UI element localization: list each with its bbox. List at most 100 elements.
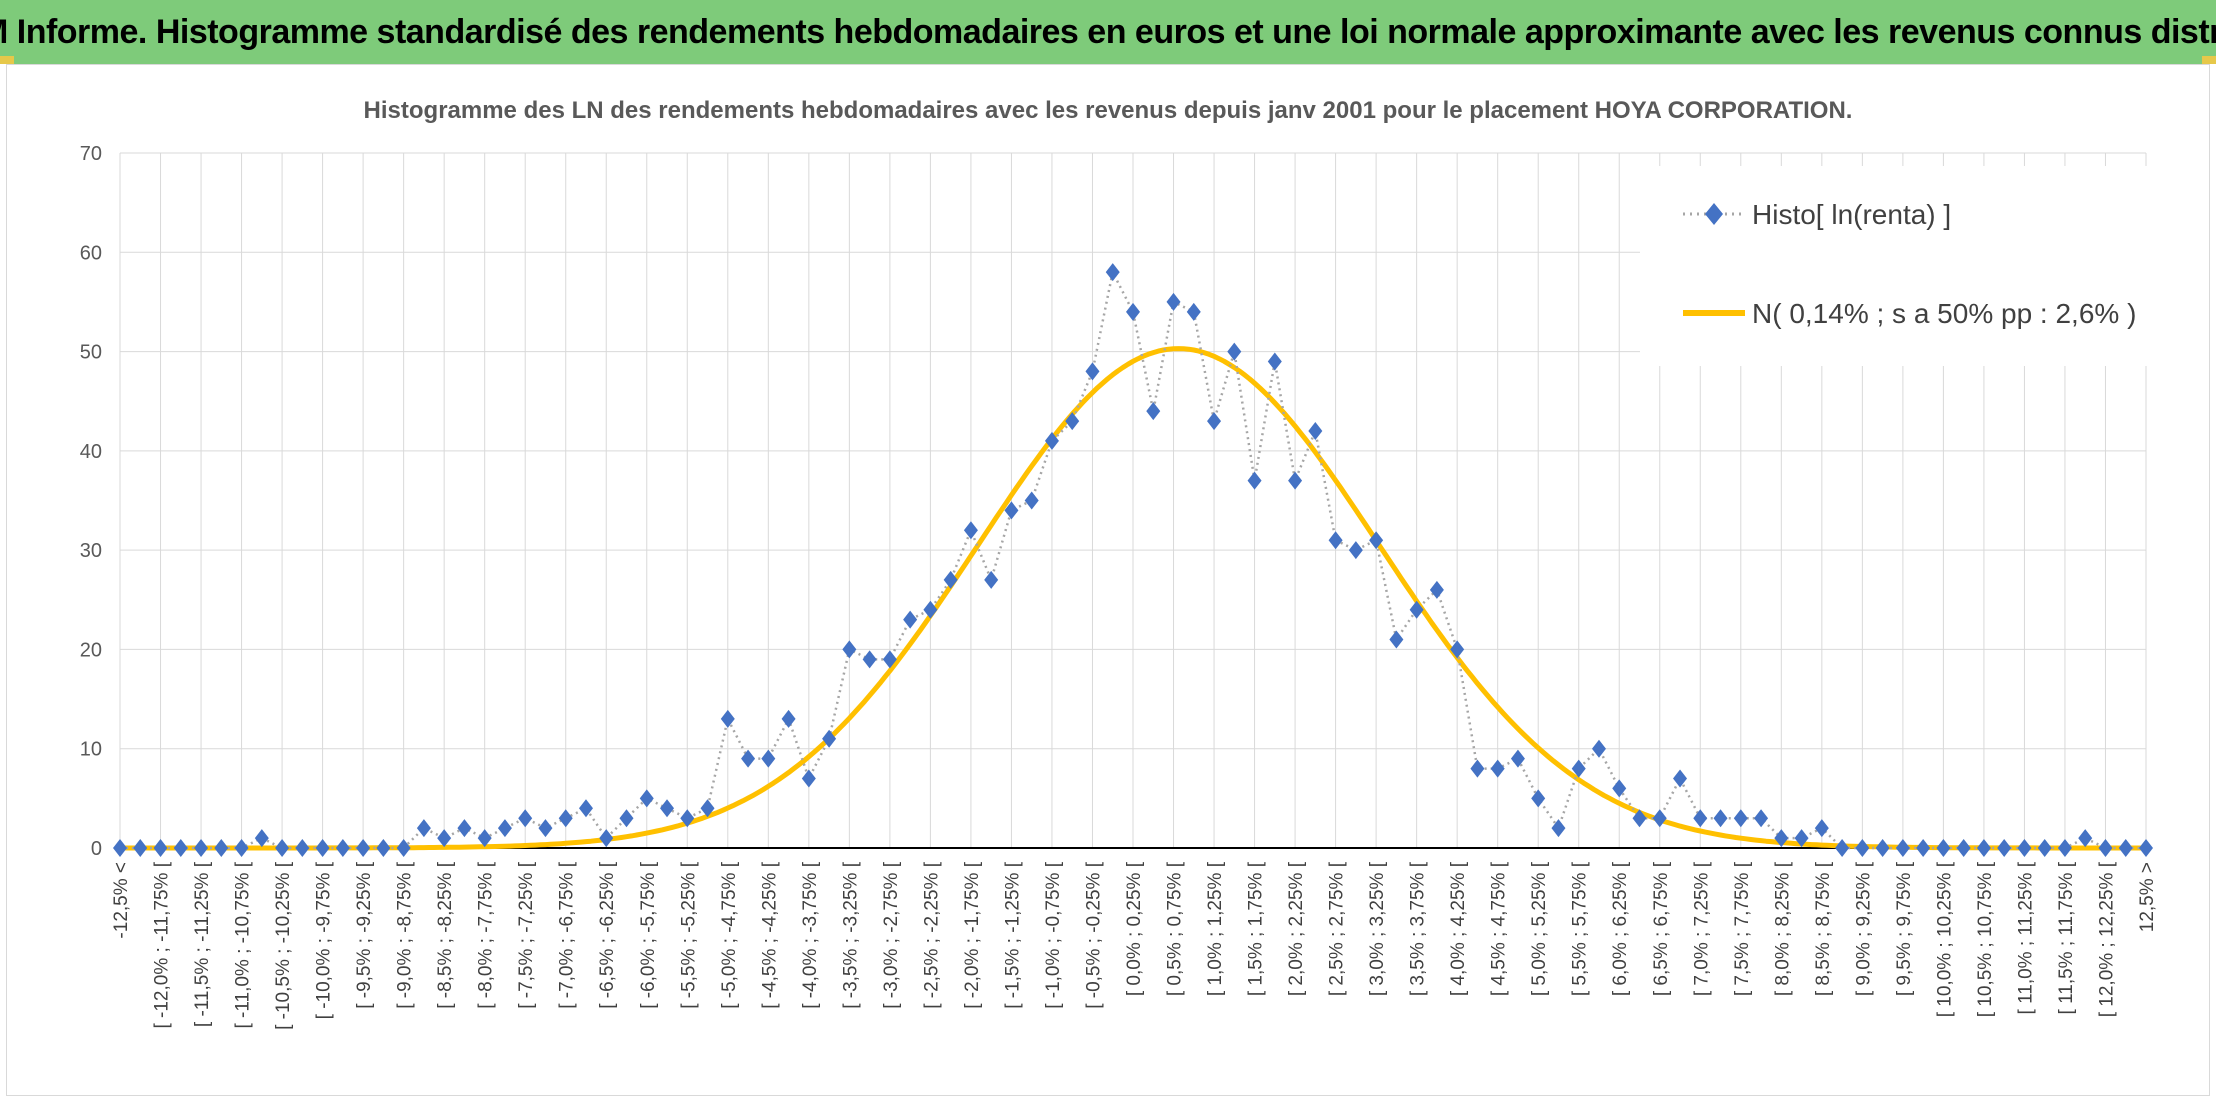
x-tick-label: [ -2,0% ; -1,75% [ [962,861,983,1009]
histogram-point [1956,839,1971,857]
x-tick-label: [ -0,5% ; -0,25% [ [1083,861,1104,1009]
x-tick-label: [ -11,0% ; -10,75% [ [233,861,254,1028]
x-tick-label: [ -2,5% ; -2,25% [ [921,861,942,1009]
x-axis: -12,5% < [ -12,0% ; -11,75% [[ -11,5% ; -… [111,847,2158,1030]
histogram-point [1652,809,1667,828]
x-tick-label: [ 11,0% ; 11,25% [ [2015,861,2036,1014]
histogram-point [1814,819,1829,838]
histogram-point [214,839,229,857]
histogram-point [356,839,371,857]
x-tick-label: [ -5,0% ; -4,75% [ [719,861,740,1009]
histogram-point [1936,839,1951,857]
x-tick-label: [ 3,5% ; 3,75% [ [1408,861,1429,996]
histogram-point [1794,829,1809,848]
x-tick-label: [ 1,5% ; 1,75% [ [1246,861,1267,996]
histogram-point [923,600,938,619]
y-tick-label: 50 [80,342,102,364]
x-tick-label: [ 9,5% ; 9,75% [ [1894,861,1915,996]
x-tick-label: [ -9,5% ; -9,25% [ [354,861,375,1009]
histogram-point [1288,471,1303,490]
histogram-point [558,809,573,828]
histogram-point [153,839,168,857]
x-tick-label: [ -1,5% ; -1,25% [ [1002,861,1023,1009]
y-tick-label: 40 [80,441,102,463]
report-title: ADAM Informe. Histogramme standardisé de… [0,12,2216,51]
histogram-point [842,640,857,659]
legend-box [1640,166,2160,366]
histogram-point [1632,809,1647,828]
histogram-point [2078,829,2093,848]
histogram-point [1612,779,1627,798]
histogram-point [1267,352,1282,371]
histogram-point [882,650,897,669]
x-tick-label: [ -10,5% ; -10,25% [ [273,861,294,1030]
x-tick-label: [ 6,0% ; 6,25% [ [1610,861,1631,996]
x-tick-label: [ 3,0% ; 3,25% [ [1367,861,1388,996]
y-tick-label: 30 [80,540,102,562]
histogram-point [518,809,533,828]
histogram-point [984,570,999,589]
histogram-point [1328,531,1343,550]
x-tick-label: [ 1,0% ; 1,25% [ [1205,861,1226,996]
histogram-point [1470,759,1485,778]
y-tick-label: 0 [91,838,102,860]
histogram-point [2017,839,2032,857]
histogram-point [1875,839,1890,857]
histogram-point [416,819,431,838]
histogram-point [1693,809,1708,828]
histogram-point [1186,302,1201,321]
histogram-point [396,839,411,857]
histogram-point [822,729,837,748]
x-tick-label: [ -4,0% ; -3,75% [ [800,861,821,1009]
x-tick-label: [ 8,5% ; 8,75% [ [1813,861,1834,996]
histogram-point [599,829,614,848]
histogram-point [133,839,148,857]
x-tick-label: [ 10,0% ; 10,25% [ [1934,861,1955,1017]
legend-histo-diamond-icon [1705,203,1723,225]
histogram-point [761,749,776,768]
histogram-point [1085,362,1100,381]
banner-accent-left [0,56,14,64]
x-tick-label: [ 5,5% ; 5,75% [ [1570,861,1591,996]
histogram-point [1733,809,1748,828]
histogram-point [477,829,492,848]
histogram-point [2118,839,2133,857]
histogram-point [1571,759,1586,778]
histogram-point [903,610,918,629]
histogram-point [1146,402,1161,421]
histogram-point [2037,839,2052,857]
histogram-point [457,819,472,838]
histogram-point [1409,600,1424,619]
histogram-point [578,799,593,818]
x-tick-label: [ -6,0% ; -5,75% [ [638,861,659,1009]
histogram-point [1207,412,1222,431]
x-tick-label: -12,5% < [111,862,132,939]
histogram-point [741,749,756,768]
histogram-point [781,709,796,728]
histogram-point [194,839,209,857]
y-tick-label: 20 [80,639,102,661]
histogram-point [2098,839,2113,857]
histogram-point [1227,342,1242,361]
y-tick-label: 70 [80,143,102,165]
x-tick-label: [ 0,0% ; 0,25% [ [1124,861,1145,996]
histogram-point [1591,739,1606,758]
histogram-point [2139,839,2153,857]
histogram-point [619,809,634,828]
histogram-point [1024,491,1039,510]
x-tick-label: [ 4,0% ; 4,25% [ [1448,861,1469,996]
histogram-point [1126,302,1140,321]
histogram-point [639,789,654,808]
y-tick-label: 60 [80,242,102,264]
x-tick-label: [ 7,5% ; 7,75% [ [1732,861,1753,996]
histogram-point [862,650,877,669]
x-tick-label: [ -11,5% ; -11,25% [ [192,861,213,1027]
x-tick-label: [ -7,0% ; -6,75% [ [557,861,578,1009]
histogram-point [1004,501,1019,520]
histogram-line [120,268,2146,850]
x-tick-label: [ 2,5% ; 2,75% [ [1327,861,1348,996]
histogram-point [295,839,310,857]
histogram-point [801,769,816,788]
